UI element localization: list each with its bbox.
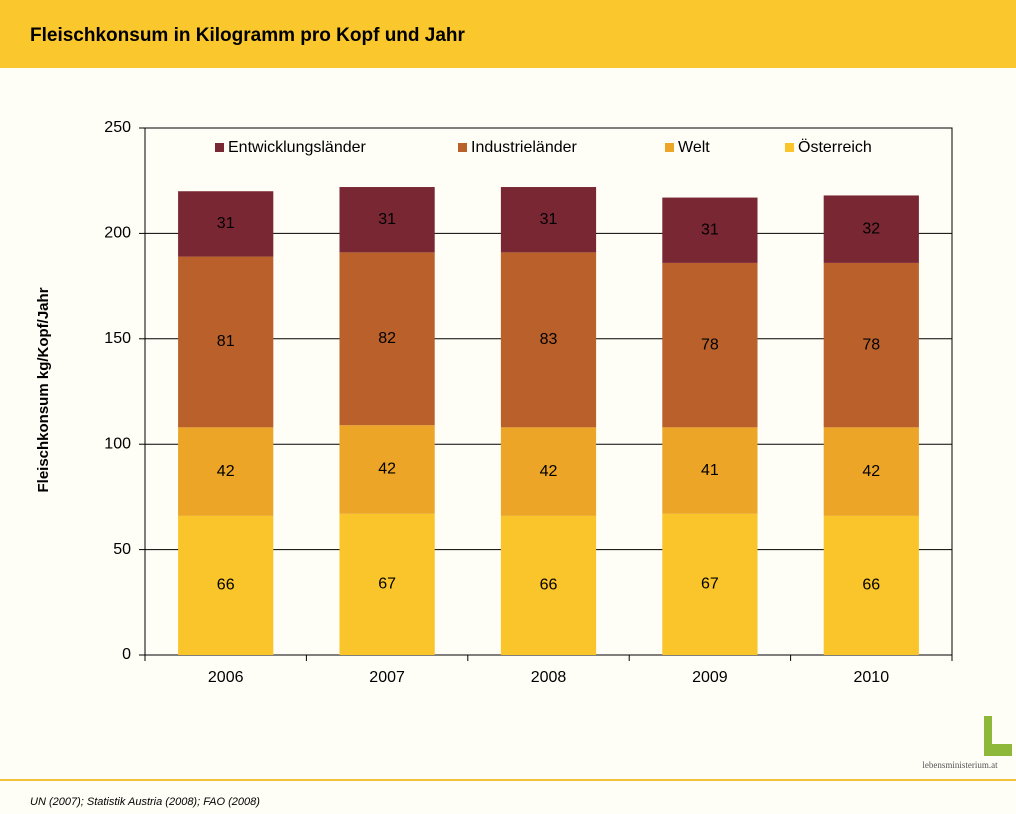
- data-label: 42: [862, 463, 880, 480]
- x-tick-label: 2010: [854, 669, 890, 686]
- data-label: 67: [378, 576, 396, 593]
- legend-swatch: [215, 143, 224, 152]
- bar-segment: [500, 252, 597, 428]
- data-label: 42: [540, 463, 558, 480]
- bar-segment: [339, 513, 435, 655]
- y-tick-label: 250: [104, 119, 131, 136]
- y-tick-label: 0: [122, 646, 131, 663]
- data-label: 67: [701, 576, 719, 593]
- bar-segment: [178, 256, 274, 428]
- data-label: 83: [540, 331, 558, 348]
- legend-swatch: [458, 143, 467, 152]
- legend-label: Österreich: [798, 138, 872, 156]
- y-tick-label: 200: [104, 225, 131, 242]
- legend-label: Entwicklungsländer: [228, 139, 367, 156]
- bar-segment: [178, 515, 274, 655]
- legend-label: Welt: [678, 139, 710, 156]
- bar-segment: [500, 515, 597, 655]
- data-label: 31: [540, 211, 558, 228]
- bar-segment: [339, 187, 435, 253]
- x-tick-label: 2007: [369, 669, 405, 686]
- bar-segment: [500, 187, 597, 253]
- y-tick-label: 150: [104, 330, 131, 347]
- y-tick-label: 50: [113, 541, 131, 558]
- data-label: 66: [540, 577, 558, 594]
- x-tick-label: 2008: [531, 669, 567, 686]
- data-label: 78: [862, 336, 880, 353]
- bar-segment: [662, 513, 758, 655]
- data-label: 31: [217, 215, 235, 232]
- bar-segment: [178, 191, 274, 257]
- bar-segment: [823, 195, 919, 263]
- data-label: 42: [378, 461, 396, 478]
- bar-segment: [339, 425, 435, 514]
- bar-segment: [662, 262, 758, 428]
- y-tick-label: 100: [104, 435, 131, 452]
- x-tick-label: 2006: [208, 669, 244, 686]
- logo-icon: [984, 716, 992, 756]
- data-label: 66: [862, 577, 880, 594]
- data-label: 31: [701, 221, 719, 238]
- bar-segment: [178, 427, 274, 516]
- bar-segment: [823, 427, 919, 516]
- bar-segment: [500, 427, 597, 516]
- y-axis-label: Fleischkonsum kg/Kopf/Jahr: [35, 287, 52, 492]
- data-label: 42: [217, 463, 235, 480]
- data-label: 41: [701, 462, 719, 479]
- logo-icon: [984, 744, 1012, 756]
- bar-segment: [662, 427, 758, 514]
- data-label: 82: [378, 330, 396, 347]
- data-label: 32: [862, 220, 880, 237]
- logo-text: lebensministerium.at: [922, 760, 998, 770]
- source: UN (2007); Statistik Austria (2008); FAO…: [30, 796, 260, 808]
- data-label: 78: [701, 336, 719, 353]
- x-tick-label: 2009: [692, 669, 728, 686]
- data-label: 66: [217, 577, 235, 594]
- legend-label: Industrieländer: [471, 139, 578, 156]
- legend-swatch: [785, 143, 794, 152]
- bar-segment: [823, 515, 919, 655]
- data-label: 31: [378, 211, 396, 228]
- title-bar: [0, 0, 1016, 68]
- bar-segment: [662, 197, 758, 263]
- bar-segment: [823, 262, 919, 428]
- legend-swatch: [665, 143, 674, 152]
- bar-segment: [339, 252, 435, 426]
- page-title: Fleischkonsum in Kilogramm pro Kopf und …: [30, 25, 466, 46]
- data-label: 81: [217, 333, 235, 350]
